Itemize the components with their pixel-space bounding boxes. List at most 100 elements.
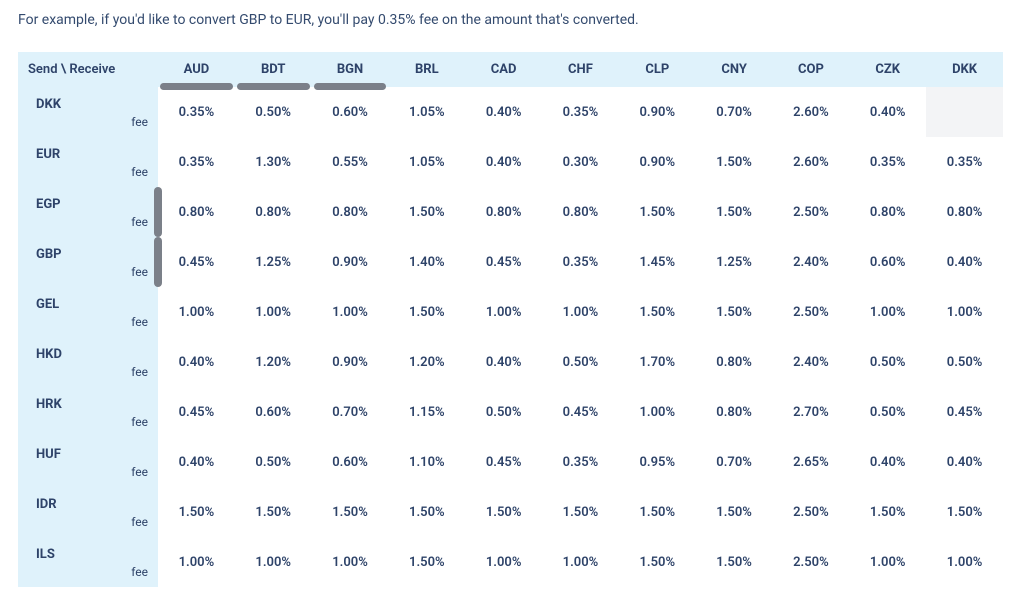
fee-cell: 0.45% bbox=[465, 237, 542, 287]
col-header-label: DKK bbox=[952, 62, 977, 77]
fee-table-header-row: Send \ Receive AUDBDTBGNBRLCADCHFCLPCNYC… bbox=[18, 52, 1003, 87]
row-header-egp: EGPfee bbox=[18, 187, 158, 237]
fee-cell: 0.30% bbox=[542, 137, 619, 187]
fee-cell: 0.40% bbox=[158, 337, 235, 387]
table-row: EGPfee0.80%0.80%0.80%1.50%0.80%0.80%1.50… bbox=[18, 187, 1003, 237]
fee-cell: 2.40% bbox=[773, 237, 850, 287]
fee-cell: 0.70% bbox=[696, 437, 773, 487]
row-header-hrk: HRKfee bbox=[18, 387, 158, 437]
row-header-gbp: GBPfee bbox=[18, 237, 158, 287]
fee-cell: 1.00% bbox=[542, 287, 619, 337]
row-header-dkk: DKKfee bbox=[18, 87, 158, 137]
fee-cell: 1.00% bbox=[849, 287, 926, 337]
fee-cell: 2.60% bbox=[773, 87, 850, 137]
col-header-label: CHF bbox=[568, 62, 593, 77]
fee-cell: 1.00% bbox=[542, 537, 619, 587]
table-row: EURfee0.35%1.30%0.55%1.05%0.40%0.30%0.90… bbox=[18, 137, 1003, 187]
row-header-currency: HKD bbox=[36, 347, 150, 362]
fee-cell: 0.70% bbox=[696, 87, 773, 137]
row-header-currency: EUR bbox=[36, 147, 150, 162]
col-header-czk: CZK bbox=[849, 52, 926, 87]
fee-cell: 1.50% bbox=[542, 487, 619, 537]
row-header-currency: IDR bbox=[36, 497, 150, 512]
table-row: ILSfee1.00%1.00%1.00%1.50%1.00%1.00%1.50… bbox=[18, 537, 1003, 587]
fee-cell: 1.40% bbox=[388, 237, 465, 287]
fee-cell: 1.50% bbox=[312, 487, 389, 537]
row-header-fee-label: fee bbox=[131, 565, 148, 579]
fee-cell: 0.45% bbox=[926, 387, 1003, 437]
hscrollbar-thumb[interactable] bbox=[160, 83, 233, 90]
col-header-clp: CLP bbox=[619, 52, 696, 87]
row-header-gel: GELfee bbox=[18, 287, 158, 337]
fee-cell: 2.70% bbox=[773, 387, 850, 437]
fee-cell: 1.15% bbox=[388, 387, 465, 437]
fee-cell: 1.50% bbox=[696, 287, 773, 337]
fee-cell: 0.80% bbox=[312, 187, 389, 237]
fee-cell: 0.70% bbox=[312, 387, 389, 437]
table-row: DKKfee0.35%0.50%0.60%1.05%0.40%0.35%0.90… bbox=[18, 87, 1003, 137]
row-header-currency: ILS bbox=[36, 547, 150, 562]
fee-cell: 1.50% bbox=[619, 487, 696, 537]
table-row: HKDfee0.40%1.20%0.90%1.20%0.40%0.50%1.70… bbox=[18, 337, 1003, 387]
col-header-brl: BRL bbox=[388, 52, 465, 87]
fee-cell: 0.50% bbox=[235, 87, 312, 137]
fee-cell: 0.40% bbox=[465, 137, 542, 187]
fee-cell: 0.40% bbox=[926, 237, 1003, 287]
fee-cell: 0.40% bbox=[465, 87, 542, 137]
fee-cell: 1.00% bbox=[158, 537, 235, 587]
fee-cell: 1.50% bbox=[388, 287, 465, 337]
fee-table: Send \ Receive AUDBDTBGNBRLCADCHFCLPCNYC… bbox=[18, 52, 1003, 587]
col-header-bgn: BGN bbox=[312, 52, 389, 87]
fee-cell: 2.40% bbox=[773, 337, 850, 387]
fee-cell: 1.50% bbox=[849, 487, 926, 537]
fee-cell: 1.50% bbox=[388, 487, 465, 537]
fee-cell: 1.20% bbox=[235, 337, 312, 387]
fee-cell: 2.50% bbox=[773, 287, 850, 337]
fee-cell bbox=[926, 87, 1003, 137]
col-header-label: BGN bbox=[337, 62, 363, 77]
fee-cell: 0.80% bbox=[696, 337, 773, 387]
fee-cell: 0.45% bbox=[542, 387, 619, 437]
fee-cell: 0.80% bbox=[849, 187, 926, 237]
row-header-fee-label: fee bbox=[131, 215, 148, 229]
fee-cell: 0.55% bbox=[312, 137, 389, 187]
fee-cell: 1.50% bbox=[696, 487, 773, 537]
row-header-fee-label: fee bbox=[131, 365, 148, 379]
fee-cell: 1.00% bbox=[158, 287, 235, 337]
row-header-currency: DKK bbox=[36, 97, 150, 112]
col-header-cad: CAD bbox=[465, 52, 542, 87]
fee-cell: 0.45% bbox=[158, 387, 235, 437]
fee-cell: 1.00% bbox=[849, 537, 926, 587]
row-header-hkd: HKD fee bbox=[18, 337, 158, 387]
fee-table-wrap: Send \ Receive AUDBDTBGNBRLCADCHFCLPCNYC… bbox=[18, 52, 1003, 587]
row-header-fee-label: fee bbox=[131, 265, 148, 279]
fee-cell: 0.50% bbox=[926, 337, 1003, 387]
col-header-aud: AUD bbox=[158, 52, 235, 87]
fee-cell: 0.60% bbox=[312, 437, 389, 487]
hscrollbar-thumb[interactable] bbox=[314, 83, 387, 90]
col-header-label: CAD bbox=[491, 62, 517, 77]
vscrollbar-thumb[interactable] bbox=[154, 237, 162, 287]
fee-cell: 0.80% bbox=[235, 187, 312, 237]
fee-cell: 0.40% bbox=[849, 87, 926, 137]
table-row: GELfee1.00%1.00%1.00%1.50%1.00%1.00%1.50… bbox=[18, 287, 1003, 337]
row-header-currency: GEL bbox=[36, 297, 150, 312]
fee-cell: 0.35% bbox=[926, 137, 1003, 187]
fee-cell: 0.80% bbox=[542, 187, 619, 237]
fee-cell: 2.50% bbox=[773, 537, 850, 587]
fee-cell: 1.50% bbox=[158, 487, 235, 537]
fee-cell: 0.50% bbox=[849, 387, 926, 437]
fee-cell: 0.80% bbox=[696, 387, 773, 437]
fee-cell: 0.35% bbox=[542, 87, 619, 137]
fee-cell: 0.50% bbox=[542, 337, 619, 387]
fee-cell: 1.00% bbox=[465, 287, 542, 337]
col-header-label: CLP bbox=[645, 62, 669, 77]
vscrollbar-thumb[interactable] bbox=[154, 187, 162, 237]
col-header-label: CNY bbox=[721, 62, 747, 77]
fee-cell: 0.40% bbox=[465, 337, 542, 387]
fee-cell: 1.00% bbox=[312, 537, 389, 587]
hscrollbar-thumb[interactable] bbox=[237, 83, 310, 90]
fee-cell: 0.35% bbox=[158, 137, 235, 187]
fee-cell: 1.50% bbox=[696, 187, 773, 237]
fee-cell: 1.00% bbox=[312, 287, 389, 337]
